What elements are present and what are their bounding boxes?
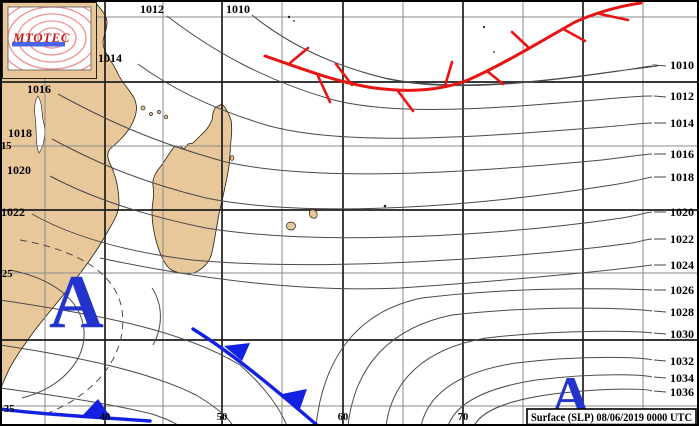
red-front (263, 1, 643, 113)
isobar-label-right-1014: 1014 (670, 116, 694, 130)
cold-front-triangle (82, 399, 112, 419)
isobar-label-right-1022: 1022 (670, 232, 694, 246)
isobar-label-left-1022: 1022 (1, 205, 25, 219)
isobar-1026 (315, 288, 653, 426)
agency-logo: MTOTEC (2, 2, 97, 79)
comoros-islands (140, 105, 169, 120)
isobar-1016 (57, 93, 653, 175)
longitude-label-70: 70 (458, 412, 469, 423)
isobar-1010 (251, 14, 659, 87)
isobar-label-right-1016: 1016 (670, 147, 694, 161)
red-front-line (263, 1, 643, 92)
red-front-barbs (288, 12, 630, 113)
mascarene-islands (229, 15, 495, 231)
isobar-1032 (420, 356, 653, 426)
isobar-label-right-1036: 1036 (670, 385, 694, 399)
isobar-fragment-south-madagascar (151, 287, 161, 346)
isobar-label-top-1012: 1012 (140, 2, 164, 16)
isobar-label-left-1018: 1018 (8, 126, 32, 140)
isobar-label-left-1014: 1014 (98, 51, 122, 65)
isobar-label-right-1032: 1032 (670, 354, 694, 368)
isobar-label-right-1034: 1034 (670, 371, 694, 385)
latitude-label-35: 35 (4, 404, 15, 415)
cold-front-line (191, 327, 320, 426)
reunion-island (286, 221, 296, 231)
high-pressure-symbol-west: A (49, 260, 104, 344)
isobar-label-right-1028: 1028 (670, 305, 694, 319)
cold-front-triangle (224, 343, 250, 361)
isobar-contours (0, 14, 659, 426)
rodrigues-island (383, 204, 387, 208)
latitude-label-25: 25 (2, 269, 13, 280)
isobar-label-right-1024: 1024 (670, 258, 694, 272)
isobar-1030-west (0, 387, 180, 426)
isobar-1036 (473, 388, 653, 426)
isobar-1026-west (0, 299, 288, 426)
isobar-label-right-1026: 1026 (670, 283, 694, 297)
isobar-label-left-1016: 1016 (27, 82, 51, 96)
latitude-label-15: 15 (1, 141, 12, 152)
isobar-label-top-1010: 1010 (226, 2, 250, 16)
longitude-label-60: 60 (338, 412, 349, 423)
isobar-1030 (385, 330, 653, 426)
isobar-1024 (99, 257, 653, 290)
isobar-1012 (166, 15, 653, 110)
logo-isobar-rings-icon (8, 7, 91, 70)
isobar-1034 (447, 374, 653, 426)
isobar-1028-west (0, 344, 234, 426)
africa-landmass (0, 0, 137, 391)
isobar-1022 (31, 213, 653, 266)
mauritius-island (308, 209, 318, 219)
logo-underline-bar (12, 42, 65, 47)
isobar-label-left-1020: 1020 (7, 163, 31, 177)
longitude-label-40: 40 (100, 412, 111, 423)
cold-front-line (0, 407, 152, 423)
isobar-label-right-1018: 1018 (670, 170, 694, 184)
cold-front-central (191, 327, 320, 426)
isobar-1018 (51, 138, 653, 210)
isobar-1020 (49, 175, 653, 239)
isobar-label-leaders (653, 64, 667, 393)
isobar-label-right-1010: 1010 (670, 58, 694, 72)
logo-inner-panel (7, 6, 92, 71)
isobar-inner-high-west (9, 269, 85, 399)
isobar-label-right-1012: 1012 (670, 89, 694, 103)
isobar-label-right-1030: 1030 (670, 327, 694, 341)
sainte-marie-island (229, 155, 235, 161)
cold-front-southwest (0, 399, 152, 423)
isobar-1014 (137, 63, 653, 139)
longitude-label-50: 50 (217, 412, 228, 423)
isobar-label-right-1020: 1020 (670, 205, 694, 219)
lake-malawi (34, 95, 46, 154)
isobar-ridge-dashed (19, 239, 124, 414)
cold-front-triangle (282, 389, 307, 409)
info-box-text: Surface (SLP) 08/06/2019 0000 UTC (531, 412, 692, 424)
isobar-1028 (347, 307, 653, 426)
info-box: Surface (SLP) 08/06/2019 0000 UTC (526, 408, 697, 426)
logo-wordmark: MTOTEC (12, 30, 70, 45)
